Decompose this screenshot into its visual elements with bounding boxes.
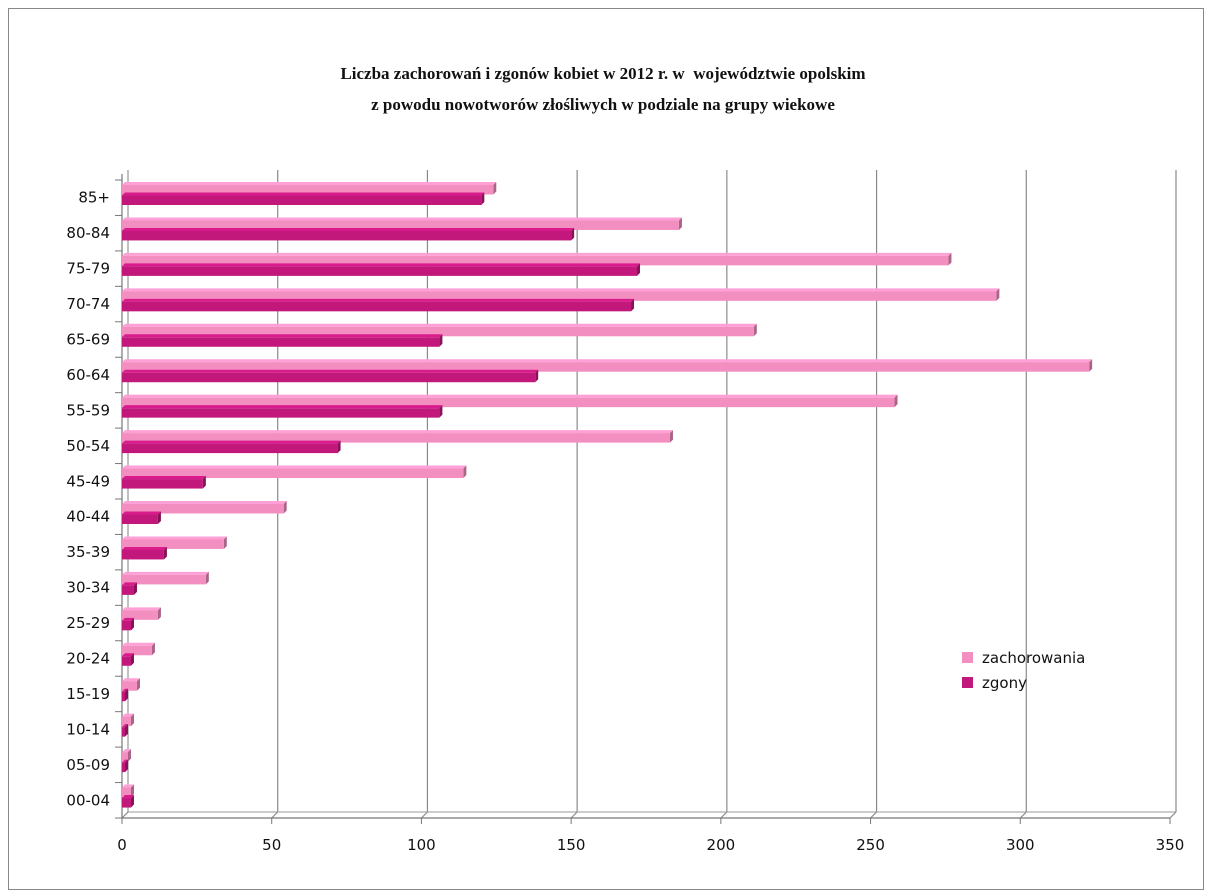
- legend-swatch-zgony: [962, 677, 973, 688]
- y-tick-label: 35-39: [66, 543, 110, 561]
- axes: [115, 170, 1176, 824]
- bar-zgony-70-74: [122, 298, 635, 312]
- gridline-floor: [1169, 811, 1177, 819]
- bar-zachorowania-85+: [122, 182, 497, 195]
- y-tick-label: 05-09: [66, 756, 110, 774]
- bar-zachorowania-50-54: [122, 430, 673, 443]
- gridline-floor: [570, 811, 578, 819]
- bar-zachorowania-65-69: [122, 323, 757, 337]
- bar-zgony-25-29: [122, 617, 134, 631]
- bar-zachorowania-80-84: [122, 217, 682, 230]
- y-tick-label: 55-59: [66, 401, 110, 419]
- y-tick-label: 40-44: [66, 508, 110, 526]
- x-tick-label: 350: [1156, 836, 1185, 854]
- bar-zachorowania-15-19: [122, 678, 140, 691]
- bar-zgony-35-39: [122, 546, 167, 560]
- bar-zgony-55-59: [122, 405, 443, 418]
- x-tick-label: 0: [117, 836, 127, 854]
- bar-zgony-40-44: [122, 511, 161, 524]
- bar-zgony-75-79: [122, 263, 641, 276]
- chart-title-line-1: Liczba zachorowań i zgonów kobiet w 2012…: [340, 64, 866, 83]
- bar-zachorowania-10-14: [122, 713, 134, 727]
- bar-zachorowania-40-44: [122, 501, 287, 514]
- bar-zgony-50-54: [122, 440, 341, 454]
- bar-zachorowania-55-59: [122, 394, 898, 408]
- y-tick-label: 65-69: [66, 331, 110, 349]
- y-tick-label: 25-29: [66, 614, 110, 632]
- gridline-floor: [720, 811, 728, 819]
- bar-zgony-15-19: [122, 688, 128, 702]
- y-tick-label: 75-79: [66, 260, 110, 278]
- bar-zachorowania-70-74: [122, 288, 1000, 301]
- gridline-floor: [1019, 811, 1027, 819]
- bar-zachorowania-05-09: [122, 749, 131, 762]
- bar-zgony-65-69: [122, 334, 443, 347]
- x-tick-label: 300: [1006, 836, 1035, 854]
- y-tick-labels: 85+ 80-84 75-79 70-74 65-69 60-64 55-59 50-54 45…: [66, 189, 110, 810]
- y-tick-label: 85+: [78, 189, 110, 207]
- bar-zgony-85+: [122, 192, 485, 205]
- legend: zachorowania zgony: [962, 649, 1085, 692]
- gridline-floor: [121, 811, 129, 819]
- bar-zachorowania-20-24: [122, 642, 155, 656]
- bar-zgony-05-09: [122, 759, 128, 773]
- legend-label-zachorowania: zachorowania: [982, 649, 1085, 667]
- y-tick-label: 70-74: [66, 295, 110, 313]
- bar-zachorowania-60-64: [122, 359, 1093, 372]
- bar-zgony-20-24: [122, 653, 134, 666]
- x-tick-label: 150: [557, 836, 586, 854]
- bars: [122, 182, 1093, 808]
- y-tick-label: 80-84: [66, 224, 110, 242]
- gridline-floor: [421, 811, 428, 819]
- x-tick-label: 50: [262, 836, 281, 854]
- y-tick-label: 60-64: [66, 366, 110, 384]
- bar-zgony-45-49: [122, 476, 206, 489]
- bar-zachorowania-25-29: [122, 607, 161, 620]
- x-tick-label: 200: [707, 836, 736, 854]
- y-tick-label: 10-14: [66, 720, 110, 738]
- y-tick-label: 50-54: [66, 437, 110, 455]
- y-tick-label: 30-34: [66, 579, 110, 597]
- bar-zachorowania-35-39: [122, 536, 227, 549]
- bar-zgony-80-84: [122, 227, 575, 241]
- bar-zachorowania-00-04: [122, 784, 134, 798]
- bar-zachorowania-75-79: [122, 252, 952, 266]
- bar-zachorowania-45-49: [122, 465, 467, 479]
- chart-title-line-2: z powodu nowotworów złośliwych w podzial…: [371, 95, 835, 114]
- gridline-floor: [271, 811, 279, 819]
- y-tick-label: 45-49: [66, 472, 110, 490]
- bar-zgony-60-64: [122, 369, 539, 383]
- legend-label-zgony: zgony: [982, 674, 1027, 692]
- chart-title: Liczba zachorowań i zgonów kobiet w 2012…: [0, 58, 1206, 120]
- bar-zgony-00-04: [122, 795, 134, 808]
- y-tick-label: 15-19: [66, 685, 110, 703]
- x-tick-label: 250: [856, 836, 885, 854]
- gridline-floor: [870, 811, 877, 819]
- x-tick-labels: 0 50 100 150 200 250 300 350: [117, 836, 1184, 854]
- bar-zgony-30-34: [122, 582, 137, 595]
- legend-swatch-zachorowania: [962, 652, 973, 663]
- bar-zachorowania-30-34: [122, 571, 209, 585]
- y-tick-label: 20-24: [66, 650, 110, 668]
- y-tick-label: 00-04: [66, 791, 110, 809]
- gridlines: [121, 170, 1177, 819]
- bar-zgony-10-14: [122, 724, 128, 737]
- x-tick-label: 100: [407, 836, 436, 854]
